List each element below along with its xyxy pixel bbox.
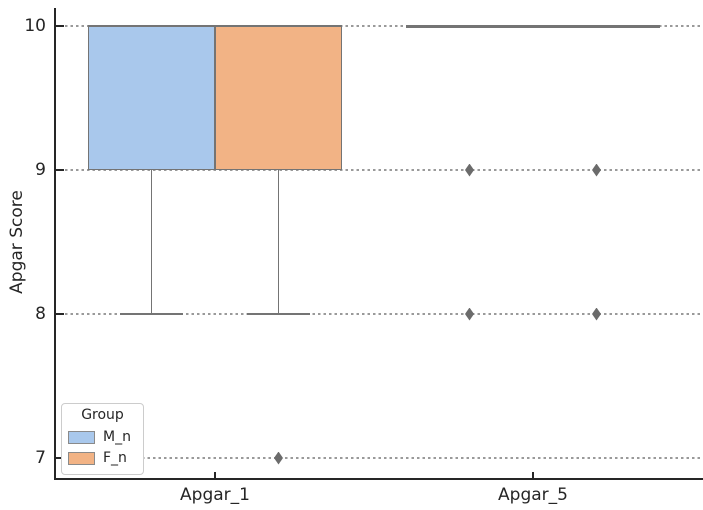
gridline-y9 [54, 169, 703, 171]
y-tick [56, 25, 64, 27]
x-tick [214, 472, 216, 479]
y-tick-label: 8 [35, 304, 46, 324]
y-tick [56, 457, 64, 459]
gridline-y10 [54, 25, 703, 27]
legend-swatch-mn-icon [68, 430, 95, 444]
legend-label-fn: F_n [103, 450, 127, 466]
y-axis-title: Apgar Score [7, 190, 27, 294]
y-tick [56, 313, 64, 315]
legend-swatch-fn-icon [68, 451, 95, 465]
outlier-diamond-icon [592, 307, 601, 321]
gridline-y7 [54, 457, 703, 459]
box-F_n-Apgar_1 [215, 26, 342, 170]
whisker-cap [120, 313, 183, 315]
box-M_n-Apgar_1 [88, 26, 215, 170]
y-tick-label: 9 [35, 160, 46, 180]
flat-box-F_n-Apgar_5 [533, 24, 660, 28]
x-tick-label: Apgar_5 [498, 485, 568, 505]
legend-title: Group [81, 407, 124, 423]
flat-box-M_n-Apgar_5 [406, 24, 533, 28]
whisker [277, 170, 280, 314]
legend: Group M_n F_n [61, 403, 144, 475]
x-tick-label: Apgar_1 [180, 485, 250, 505]
outlier-diamond-icon [465, 163, 474, 177]
x-tick [532, 472, 534, 479]
x-axis-spine [54, 478, 703, 480]
y-tick-label: 7 [35, 448, 46, 468]
median-line [215, 25, 342, 27]
legend-entry-fn: F_n [68, 450, 137, 466]
whisker [150, 170, 153, 314]
outlier-diamond-icon [592, 163, 601, 177]
gridline-y8 [54, 313, 703, 315]
legend-entry-mn: M_n [68, 429, 137, 445]
median-line [88, 25, 215, 27]
y-tick [56, 169, 64, 171]
whisker-cap [247, 313, 310, 315]
y-axis-spine [54, 8, 56, 479]
y-tick-label: 10 [24, 16, 46, 36]
legend-label-mn: M_n [103, 429, 131, 445]
outlier-diamond-icon [274, 451, 283, 465]
outlier-diamond-icon [465, 307, 474, 321]
